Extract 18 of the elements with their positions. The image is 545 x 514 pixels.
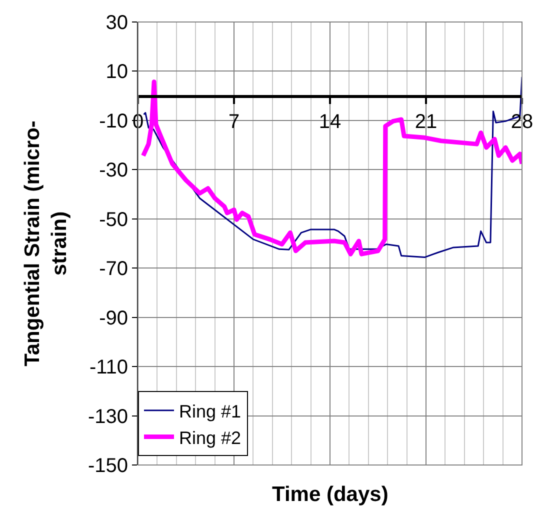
y-tick-label: -30 [99,160,128,182]
y-tick-label: 30 [106,12,128,34]
y-tick-label: -90 [99,307,128,330]
y-tick-label: 10 [106,61,128,84]
x-tick-label: 7 [228,110,240,133]
x-tick-label: 21 [414,110,438,133]
x-tick-label: 14 [318,110,342,133]
y-tick-label: -150 [88,455,128,477]
y-axis-title: Tangential Strain (micro-strain) [20,120,72,366]
y-tick-label: -10 [99,110,128,132]
y-tick-label: -130 [88,406,128,428]
x-tick-label: 28 [510,110,534,133]
y-tick-label: -110 [89,356,128,379]
legend-label: Ring #2 [179,428,242,448]
legend-label: Ring #1 [179,401,242,422]
y-tick-label: -50 [99,208,128,231]
y-tick-label: -70 [99,258,128,280]
x-axis-title: Time (days) [272,483,388,506]
